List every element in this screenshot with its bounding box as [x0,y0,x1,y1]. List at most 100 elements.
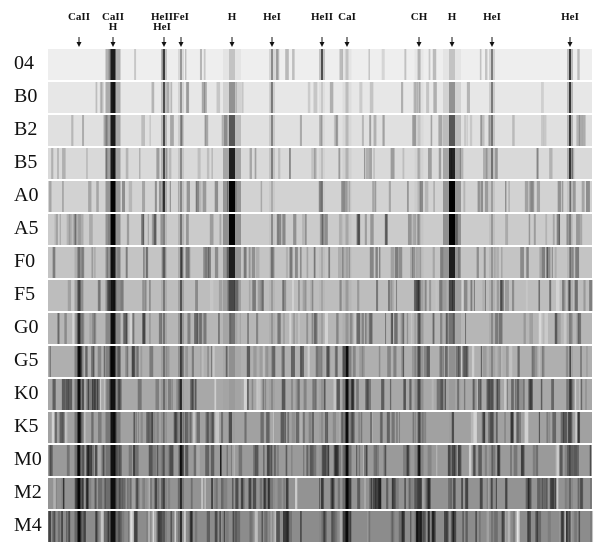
faint-line [98,478,102,509]
absorption-halo [269,115,275,146]
faint-line [398,247,403,278]
faint-line [223,115,228,146]
arrow-head [76,42,82,47]
faint-line [339,280,342,311]
faint-line [331,511,334,542]
faint-line [571,148,575,179]
absorption-line [491,181,493,212]
faint-line [429,280,432,311]
faint-line [324,214,328,245]
faint-line [528,379,531,410]
faint-line [567,412,569,443]
faint-line [117,247,121,278]
faint-line [173,412,177,443]
faint-line [444,379,447,410]
faint-line [80,412,82,443]
faint-line [270,412,275,443]
faint-line [146,247,148,278]
absorption-halo [567,478,573,509]
faint-line [367,313,370,344]
absorption-line [491,412,493,443]
faint-line [395,478,399,509]
absorption-line [417,181,421,212]
faint-line [332,412,337,443]
faint-line [220,511,223,542]
faint-line [235,478,239,509]
faint-line [469,115,473,146]
faint-line [348,247,351,278]
faint-line [435,280,438,311]
faint-line [134,412,139,443]
faint-line [395,280,398,311]
faint-line [501,511,504,542]
absorption-line [77,511,81,542]
faint-line [505,280,509,311]
faint-line [415,313,420,344]
faint-line [501,280,505,311]
faint-line [289,148,291,179]
faint-line [400,313,405,344]
faint-line [417,148,420,179]
faint-line [62,148,66,179]
spectrum-strip [48,511,596,542]
faint-line [277,313,281,344]
faint-line [394,313,398,344]
faint-line [190,511,193,542]
faint-line [510,412,514,443]
faint-line [282,280,284,311]
faint-line [359,82,363,113]
faint-line [247,313,249,344]
faint-line [415,280,419,311]
faint-line [185,82,190,113]
absorption-line [180,49,182,80]
absorption-line [77,478,81,509]
faint-line [369,247,374,278]
faint-line [142,280,144,311]
faint-line [415,82,419,113]
faint-line [278,214,282,245]
faint-line [157,478,160,509]
faint-line [568,379,573,410]
spectral-type: A0 [14,184,38,206]
faint-line [190,478,193,509]
absorption-line [163,148,165,179]
faint-line [61,379,66,410]
absorption-line [229,49,235,80]
strip-background [48,247,592,278]
faint-line [287,412,290,443]
absorption-line [110,148,116,179]
absorption-line [163,511,165,542]
faint-line [369,115,372,146]
absorption-halo [567,181,573,212]
faint-line [52,379,56,410]
faint-line [567,445,571,476]
faint-line [302,214,305,245]
faint-line [223,478,228,509]
absorption-line [569,214,571,245]
faint-line [359,346,364,377]
faint-line [107,511,110,542]
faint-line [391,313,393,344]
faint-line [196,412,200,443]
faint-line [373,445,378,476]
faint-line [333,445,338,476]
faint-line [148,445,153,476]
faint-line [364,214,367,245]
absorption-line [569,511,571,542]
faint-line [322,445,326,476]
faint-line [386,412,390,443]
line-label: H [228,11,237,23]
faint-line [512,511,517,542]
faint-line [497,346,502,377]
faint-line [513,445,518,476]
faint-line [342,346,345,377]
faint-line [113,445,118,476]
faint-line [248,247,251,278]
faint-line [209,412,214,443]
faint-line [402,346,405,377]
faint-line [392,511,395,542]
faint-line [364,478,366,509]
faint-line [514,379,517,410]
faint-line [348,478,352,509]
faint-line [498,346,503,377]
